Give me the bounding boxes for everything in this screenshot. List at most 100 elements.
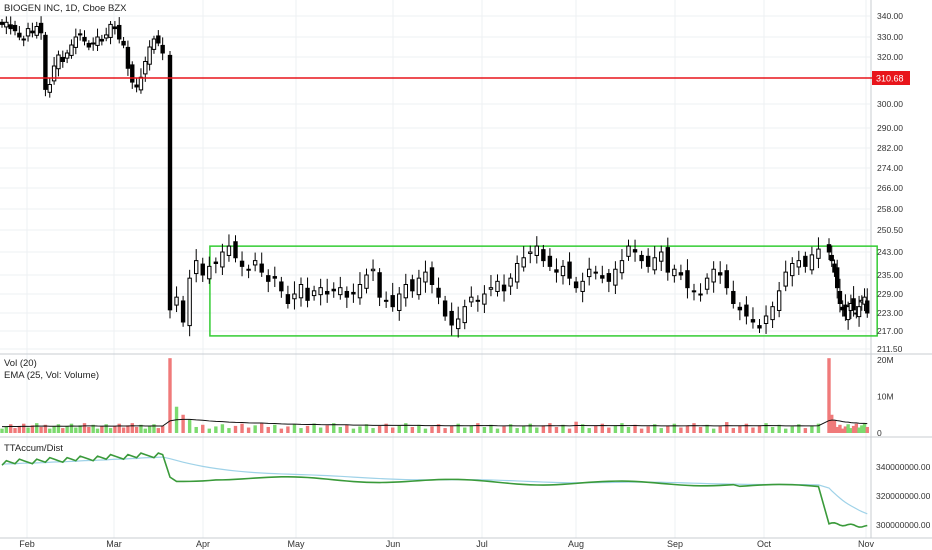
- candle-body: [652, 257, 657, 271]
- candle-body: [776, 290, 782, 311]
- volume-bar: [143, 428, 147, 433]
- candle-body: [138, 76, 144, 91]
- candle-body: [30, 30, 35, 34]
- candle-body: [423, 271, 428, 283]
- volume-bar: [61, 428, 65, 433]
- volume-bar: [607, 427, 611, 433]
- candle-body: [501, 284, 507, 292]
- volume-bar: [860, 425, 864, 433]
- volume-bar: [666, 425, 670, 433]
- volume-bar: [554, 426, 559, 433]
- accum-tick-label: 320000000.00: [876, 491, 931, 501]
- volume-bar: [108, 428, 113, 433]
- price-tick-label: 340.00: [877, 11, 903, 21]
- candle-body: [117, 24, 122, 40]
- candle-body: [731, 290, 736, 305]
- volume-bar: [600, 423, 604, 433]
- volume-bar: [253, 425, 257, 433]
- candle-body: [837, 290, 843, 305]
- candle-body: [51, 65, 57, 82]
- volume-bar: [312, 423, 316, 433]
- candle-body: [134, 84, 139, 88]
- volume-bar: [292, 424, 297, 433]
- candle-body: [259, 263, 264, 273]
- candle-body: [390, 295, 395, 308]
- volume-bar: [594, 425, 598, 433]
- candle-body: [835, 267, 840, 289]
- candle-body: [613, 268, 618, 286]
- volume-bar: [672, 423, 677, 433]
- volume-bar: [391, 427, 395, 433]
- time-tick-label: Jun: [386, 539, 401, 549]
- candle-body: [156, 35, 161, 44]
- chart-title: BIOGEN INC, 1D, Cboe BZX: [4, 3, 127, 14]
- volume-bar: [266, 426, 270, 433]
- volume-bar: [849, 428, 853, 433]
- candle-body: [104, 34, 109, 39]
- candle-body: [69, 44, 74, 56]
- volume-bar: [95, 428, 100, 433]
- volume-bar: [626, 426, 631, 433]
- volume-bar: [489, 424, 493, 433]
- volume-bar: [846, 424, 850, 433]
- volume-bar: [139, 424, 143, 433]
- volume-bar: [187, 419, 192, 433]
- price-tick-label: 217.00: [877, 326, 903, 336]
- volume-bar: [574, 421, 578, 433]
- candle-body: [357, 284, 363, 299]
- candle-body: [508, 277, 513, 287]
- candle-body: [528, 251, 533, 254]
- candle-body: [12, 24, 18, 32]
- volume-bar: [130, 423, 134, 433]
- candle-body: [266, 275, 271, 282]
- candle-body: [17, 32, 22, 38]
- price-tick-label: 235.00: [877, 270, 903, 280]
- volume-bar: [181, 414, 185, 433]
- volume-bar: [803, 428, 808, 433]
- volume-bar: [522, 425, 526, 433]
- volume-bar: [4, 426, 9, 433]
- volume-bar: [8, 424, 13, 433]
- volume-ema-legend: EMA (25, Vol: Volume): [4, 370, 100, 381]
- volume-bar: [423, 428, 428, 433]
- candle-body: [246, 268, 251, 271]
- candle-body: [331, 288, 336, 292]
- candle-body: [180, 300, 186, 323]
- candle-body: [0, 21, 5, 25]
- candle-body: [344, 290, 350, 298]
- candle-body: [816, 248, 821, 259]
- candle-body: [704, 277, 710, 290]
- candle-body: [587, 268, 592, 278]
- volume-tick-label: 10M: [877, 392, 894, 402]
- candle-body: [757, 325, 762, 329]
- candle-body: [174, 296, 179, 306]
- time-tick-label: Feb: [19, 539, 35, 549]
- volume-bar: [587, 428, 591, 433]
- volume-ema-path: [1, 418, 868, 428]
- volume-bar: [87, 426, 91, 433]
- candle-body: [488, 287, 494, 290]
- time-tick-label: Oct: [757, 539, 772, 549]
- volume-bar: [156, 428, 161, 433]
- resistance-price-label: 310.68: [876, 74, 904, 84]
- volume-bar: [168, 358, 172, 433]
- volume-bar: [260, 423, 264, 433]
- candle-body: [462, 306, 467, 324]
- volume-bar: [862, 423, 867, 433]
- candle-body: [770, 306, 775, 321]
- candle-body: [60, 56, 65, 63]
- candle-body: [691, 290, 697, 293]
- price-tick-label: 320.00: [877, 52, 903, 62]
- candle-body: [130, 64, 135, 83]
- volume-bar: [48, 428, 52, 433]
- candle-body: [403, 284, 408, 299]
- candle-body: [151, 38, 157, 50]
- accum-main-path: [1, 452, 868, 528]
- volume-bar: [13, 428, 17, 433]
- volume-bar: [160, 425, 165, 433]
- volume-bar: [117, 423, 121, 433]
- candle-body: [95, 36, 100, 46]
- price-tick-label: 282.00: [877, 143, 903, 153]
